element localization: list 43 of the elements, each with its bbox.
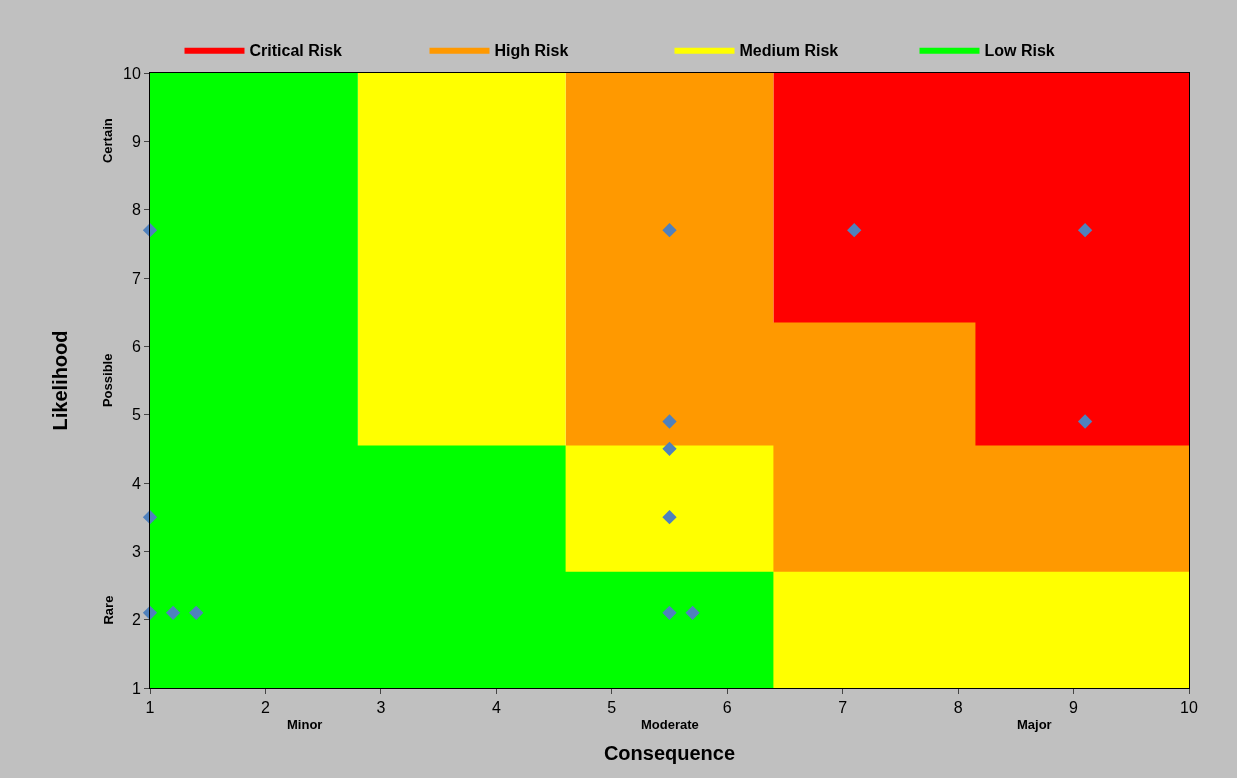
point bbox=[165, 605, 181, 620]
text: Certain bbox=[100, 118, 115, 164]
x-tick-label: 10 bbox=[1180, 699, 1198, 717]
legend-label: Critical Risk bbox=[249, 41, 343, 59]
text: Rare bbox=[100, 595, 116, 625]
legend-label: High Risk bbox=[494, 41, 569, 59]
point bbox=[1077, 414, 1093, 429]
point bbox=[662, 605, 677, 620]
text: Major bbox=[1017, 717, 1052, 732]
x-tick-label: 5 bbox=[607, 699, 617, 717]
y-tick-label: 1 bbox=[131, 679, 141, 697]
y-tick-label: 9 bbox=[131, 132, 141, 150]
x-tick-label: 3 bbox=[376, 699, 386, 717]
y-axis-title: Likelihood bbox=[48, 330, 71, 431]
x-tick-label: 2 bbox=[260, 699, 270, 717]
x-tick-label: 4 bbox=[491, 699, 501, 717]
text: Possible bbox=[100, 353, 116, 408]
y-tick-label: 8 bbox=[131, 201, 141, 219]
point bbox=[189, 605, 204, 620]
y-tick-label: 10 bbox=[123, 64, 141, 82]
point bbox=[685, 605, 700, 620]
point bbox=[662, 414, 677, 429]
legend-label: Medium Risk bbox=[739, 41, 839, 59]
point bbox=[847, 223, 862, 238]
y-tick-label: 2 bbox=[131, 611, 141, 629]
x-tick-label: 7 bbox=[838, 699, 848, 717]
point bbox=[662, 510, 677, 525]
x-tick-label: 9 bbox=[1069, 699, 1079, 717]
y-tick-label: 6 bbox=[131, 337, 141, 355]
x-tick-label: 6 bbox=[722, 699, 732, 717]
legend-label: Low Risk bbox=[984, 41, 1055, 59]
text: Moderate bbox=[641, 717, 699, 732]
x-tick-label: 1 bbox=[145, 699, 155, 717]
x-tick-label: 8 bbox=[953, 699, 963, 717]
x-axis-title: Consequence bbox=[603, 741, 736, 764]
text: Minor bbox=[287, 717, 323, 732]
y-tick-label: 3 bbox=[131, 542, 141, 560]
point bbox=[1077, 223, 1093, 238]
point bbox=[662, 441, 677, 456]
y-tick-label: 5 bbox=[131, 406, 141, 424]
point bbox=[662, 223, 677, 238]
y-tick-label: 4 bbox=[131, 474, 141, 492]
y-tick-label: 7 bbox=[131, 269, 141, 287]
